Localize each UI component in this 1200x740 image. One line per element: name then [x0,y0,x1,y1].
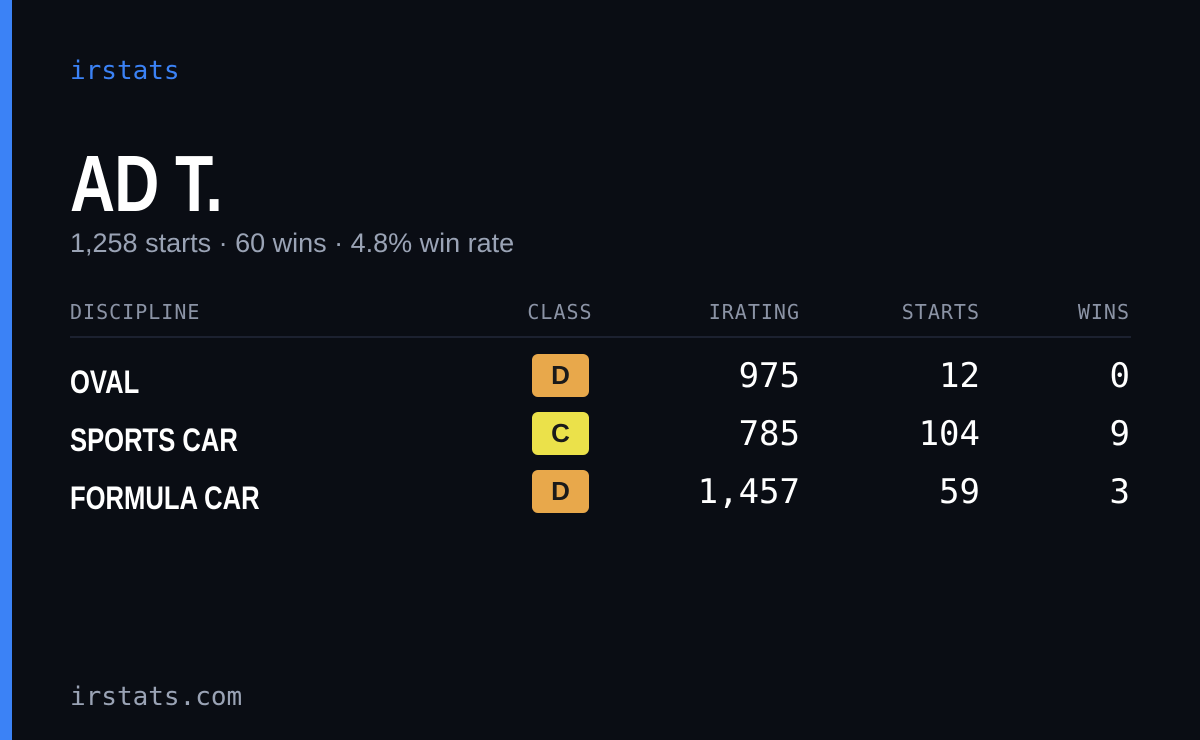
accent-bar [0,0,12,740]
starts: 59 [939,472,980,512]
wins: 0 [1109,356,1130,396]
class-badge: D [532,470,589,513]
irating: 975 [738,356,800,396]
column-header: WINS [1077,300,1130,324]
footer-site: irstats.com [70,682,243,712]
discipline: OVAL [70,364,140,400]
column-header: IRATING [708,300,800,324]
wins: 9 [1109,414,1130,454]
starts: 12 [939,356,980,396]
irating: 785 [738,414,800,454]
discipline: FORMULA CAR [70,480,260,516]
header-rule [70,336,1131,338]
starts: 104 [918,414,980,454]
brand: irstats [70,56,180,86]
driver-name: AD T. [70,139,223,228]
column-header: DISCIPLINE [70,300,201,324]
column-header: CLASS [527,300,593,324]
class-badge: C [532,412,589,455]
class-badge: D [532,354,589,397]
wins: 3 [1109,472,1130,512]
summary: 1,258 starts · 60 wins · 4.8% win rate [70,228,515,258]
discipline: SPORTS CAR [70,422,238,458]
irating: 1,457 [697,472,800,512]
column-header: STARTS [901,300,980,324]
